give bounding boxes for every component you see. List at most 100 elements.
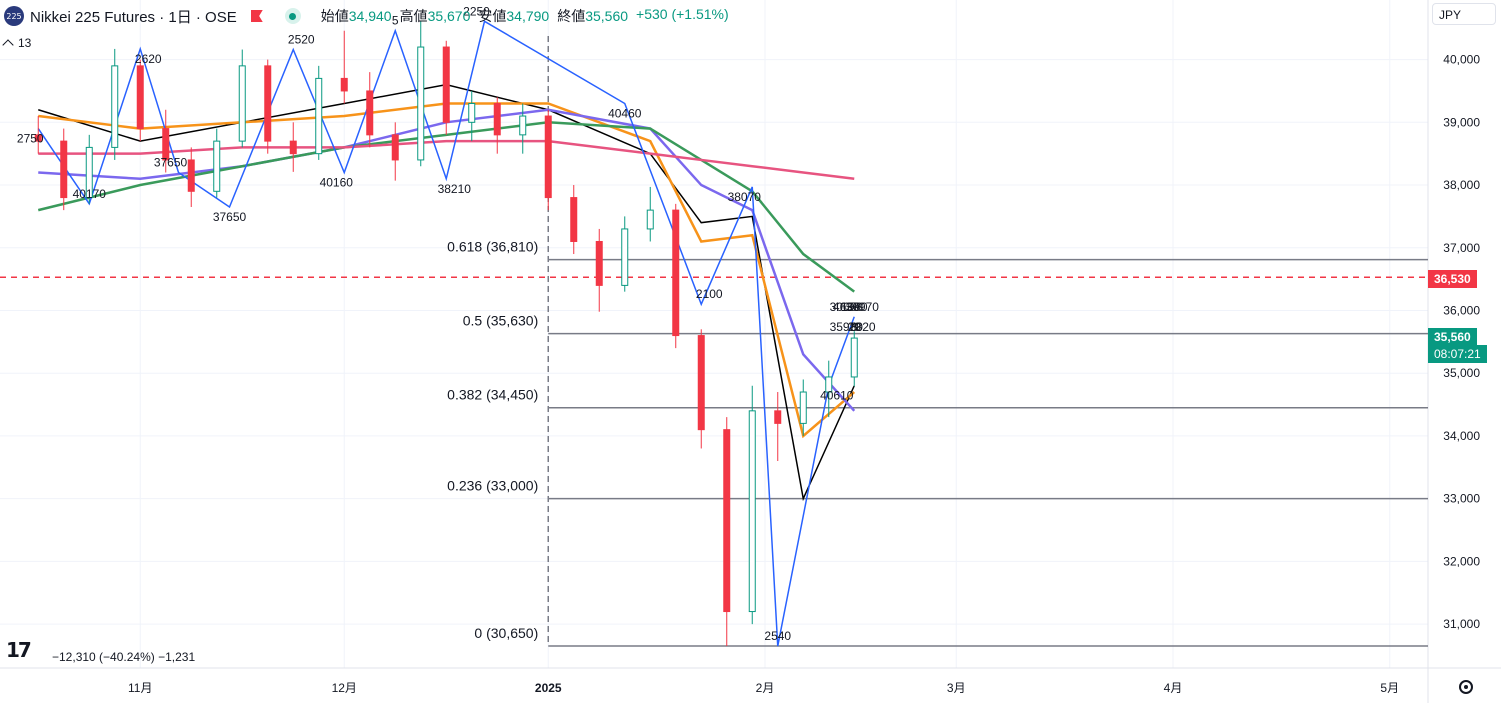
x-tick-label: 5月: [1380, 681, 1399, 695]
fib-level-label: 0.5 (35,630): [463, 313, 539, 329]
currency-selector[interactable]: JPY: [1432, 3, 1496, 25]
y-tick-label: 35,000: [1443, 366, 1480, 380]
chevron-down-icon[interactable]: [2, 38, 14, 51]
candle-body: [570, 197, 578, 242]
candle-body: [442, 46, 450, 123]
candle-body: [34, 134, 42, 142]
zigzag-label: 40160: [320, 175, 354, 189]
y-tick-label: 39,000: [1443, 115, 1480, 129]
indicators-toggle[interactable]: 13: [2, 36, 32, 51]
zigzag-label: 40460: [608, 106, 642, 120]
zigzag-label: 30650: [830, 300, 864, 314]
ohlc-item: 高値35,670: [400, 6, 471, 26]
flag-icon[interactable]: [250, 10, 263, 22]
fib-level-label: 0.382 (34,450): [447, 387, 538, 403]
y-tick-label: 34,000: [1443, 429, 1480, 443]
zigzag-label: 29: [848, 320, 862, 334]
fib-level-label: 0.236 (33,000): [447, 478, 538, 494]
zigzag-label: 8: [851, 320, 858, 334]
candle-body: [595, 240, 603, 286]
x-tick-label: 12月: [332, 681, 357, 695]
zigzag-label: 1990: [841, 300, 868, 314]
zigzag-label: 2750: [17, 132, 44, 146]
zigzag-label: 5: [392, 14, 399, 28]
ohlc-label: 安値: [478, 8, 507, 24]
candle-body: [417, 46, 425, 161]
candle-body: [774, 410, 782, 424]
candle-body: [748, 410, 756, 613]
ohlc-values: 始値34,940 高値35,670 安値34,790 終値35,560 +530 (+1…: [321, 6, 729, 26]
y-tick-label: 36,000: [1443, 303, 1480, 317]
zigzag-label: 4630: [833, 300, 860, 314]
ohlc-item: 終値35,560: [557, 6, 628, 26]
candle-body: [315, 77, 323, 155]
ohlc-item: 安値34,790: [478, 6, 549, 26]
candle-body: [60, 140, 68, 199]
candle-body: [340, 77, 348, 92]
fib-level-label: 0.618 (36,810): [447, 239, 538, 255]
ohlc-item: +530 (+1.51%): [636, 6, 729, 26]
zigzag-label: 37650: [213, 210, 247, 224]
zigzag-label: 40170: [73, 187, 107, 201]
symbol-logo-icon: 225: [4, 6, 24, 26]
x-tick-label: 2月: [756, 681, 775, 695]
ma-line-black: [38, 83, 855, 502]
candle-body: [621, 228, 629, 286]
ma-line-orange: [38, 102, 856, 439]
candle-body: [825, 376, 833, 393]
zigzag-label: 37970: [846, 300, 880, 314]
candle-body: [850, 337, 858, 378]
ohlc-label: 高値: [399, 8, 428, 24]
candle-body: [519, 115, 527, 136]
candle-body: [264, 65, 272, 142]
candle-body: [544, 115, 552, 199]
ohlc-value: 35,670: [427, 8, 471, 24]
y-tick-label: 38,000: [1443, 178, 1480, 192]
candle-body: [289, 140, 297, 155]
last-price-tag: 35,560: [1428, 328, 1477, 346]
zigzag-label: 38210: [438, 182, 472, 196]
candle-body: [468, 102, 476, 123]
zigzag-label: 2100: [696, 287, 723, 301]
red-line-price-tag: 36,530: [1428, 270, 1477, 288]
candle-body: [136, 65, 144, 130]
zigzag-label: 2620: [135, 52, 162, 66]
zigzag-label: 2250: [463, 4, 490, 18]
candle-body: [672, 209, 680, 337]
candle-body: [799, 391, 807, 424]
zigzag-label: 2540: [764, 629, 791, 643]
zigzag-label: 2520: [288, 33, 315, 47]
countdown-tag: 08:07:21: [1428, 345, 1487, 363]
ohlc-value: 35,560: [585, 8, 629, 24]
zigzag-label: 37650: [154, 155, 188, 169]
indicator-count: 13: [18, 36, 32, 50]
candle-body: [187, 159, 195, 192]
candle-body: [85, 146, 93, 199]
x-tick-label: 4月: [1164, 681, 1183, 695]
y-tick-label: 40,000: [1443, 53, 1480, 67]
ma-line-green: [37, 121, 855, 293]
y-tick-label: 37,000: [1443, 241, 1480, 255]
candle-body: [162, 128, 170, 161]
settings-gear-icon[interactable]: [1459, 680, 1473, 694]
x-tick-label: 3月: [947, 681, 966, 695]
x-tick-label: 11月: [128, 681, 152, 695]
candle-body: [366, 90, 374, 136]
zigzag-label: 40610: [820, 389, 854, 403]
ohlc-label: 始値: [320, 8, 349, 24]
ohlc-label: 終値: [557, 8, 586, 24]
y-tick-label: 33,000: [1443, 492, 1480, 506]
x-tick-label: 2025: [535, 681, 562, 695]
chart-header: 225 Nikkei 225 Futures · 1日 · OSE 始値34,9…: [4, 5, 729, 27]
zigzag-label: 35980: [830, 320, 864, 334]
candle-body: [238, 65, 246, 142]
symbol-title[interactable]: Nikkei 225 Futures · 1日 · OSE: [30, 8, 237, 26]
zigzag-label: 7320: [849, 320, 876, 334]
y-tick-label: 32,000: [1443, 554, 1480, 568]
zigzag-label: 38070: [728, 190, 762, 204]
ohlc-item: 始値34,940: [321, 6, 392, 26]
ohlc-value: 34,940: [348, 8, 392, 24]
candle-body: [646, 209, 654, 230]
candle-body: [697, 335, 705, 431]
